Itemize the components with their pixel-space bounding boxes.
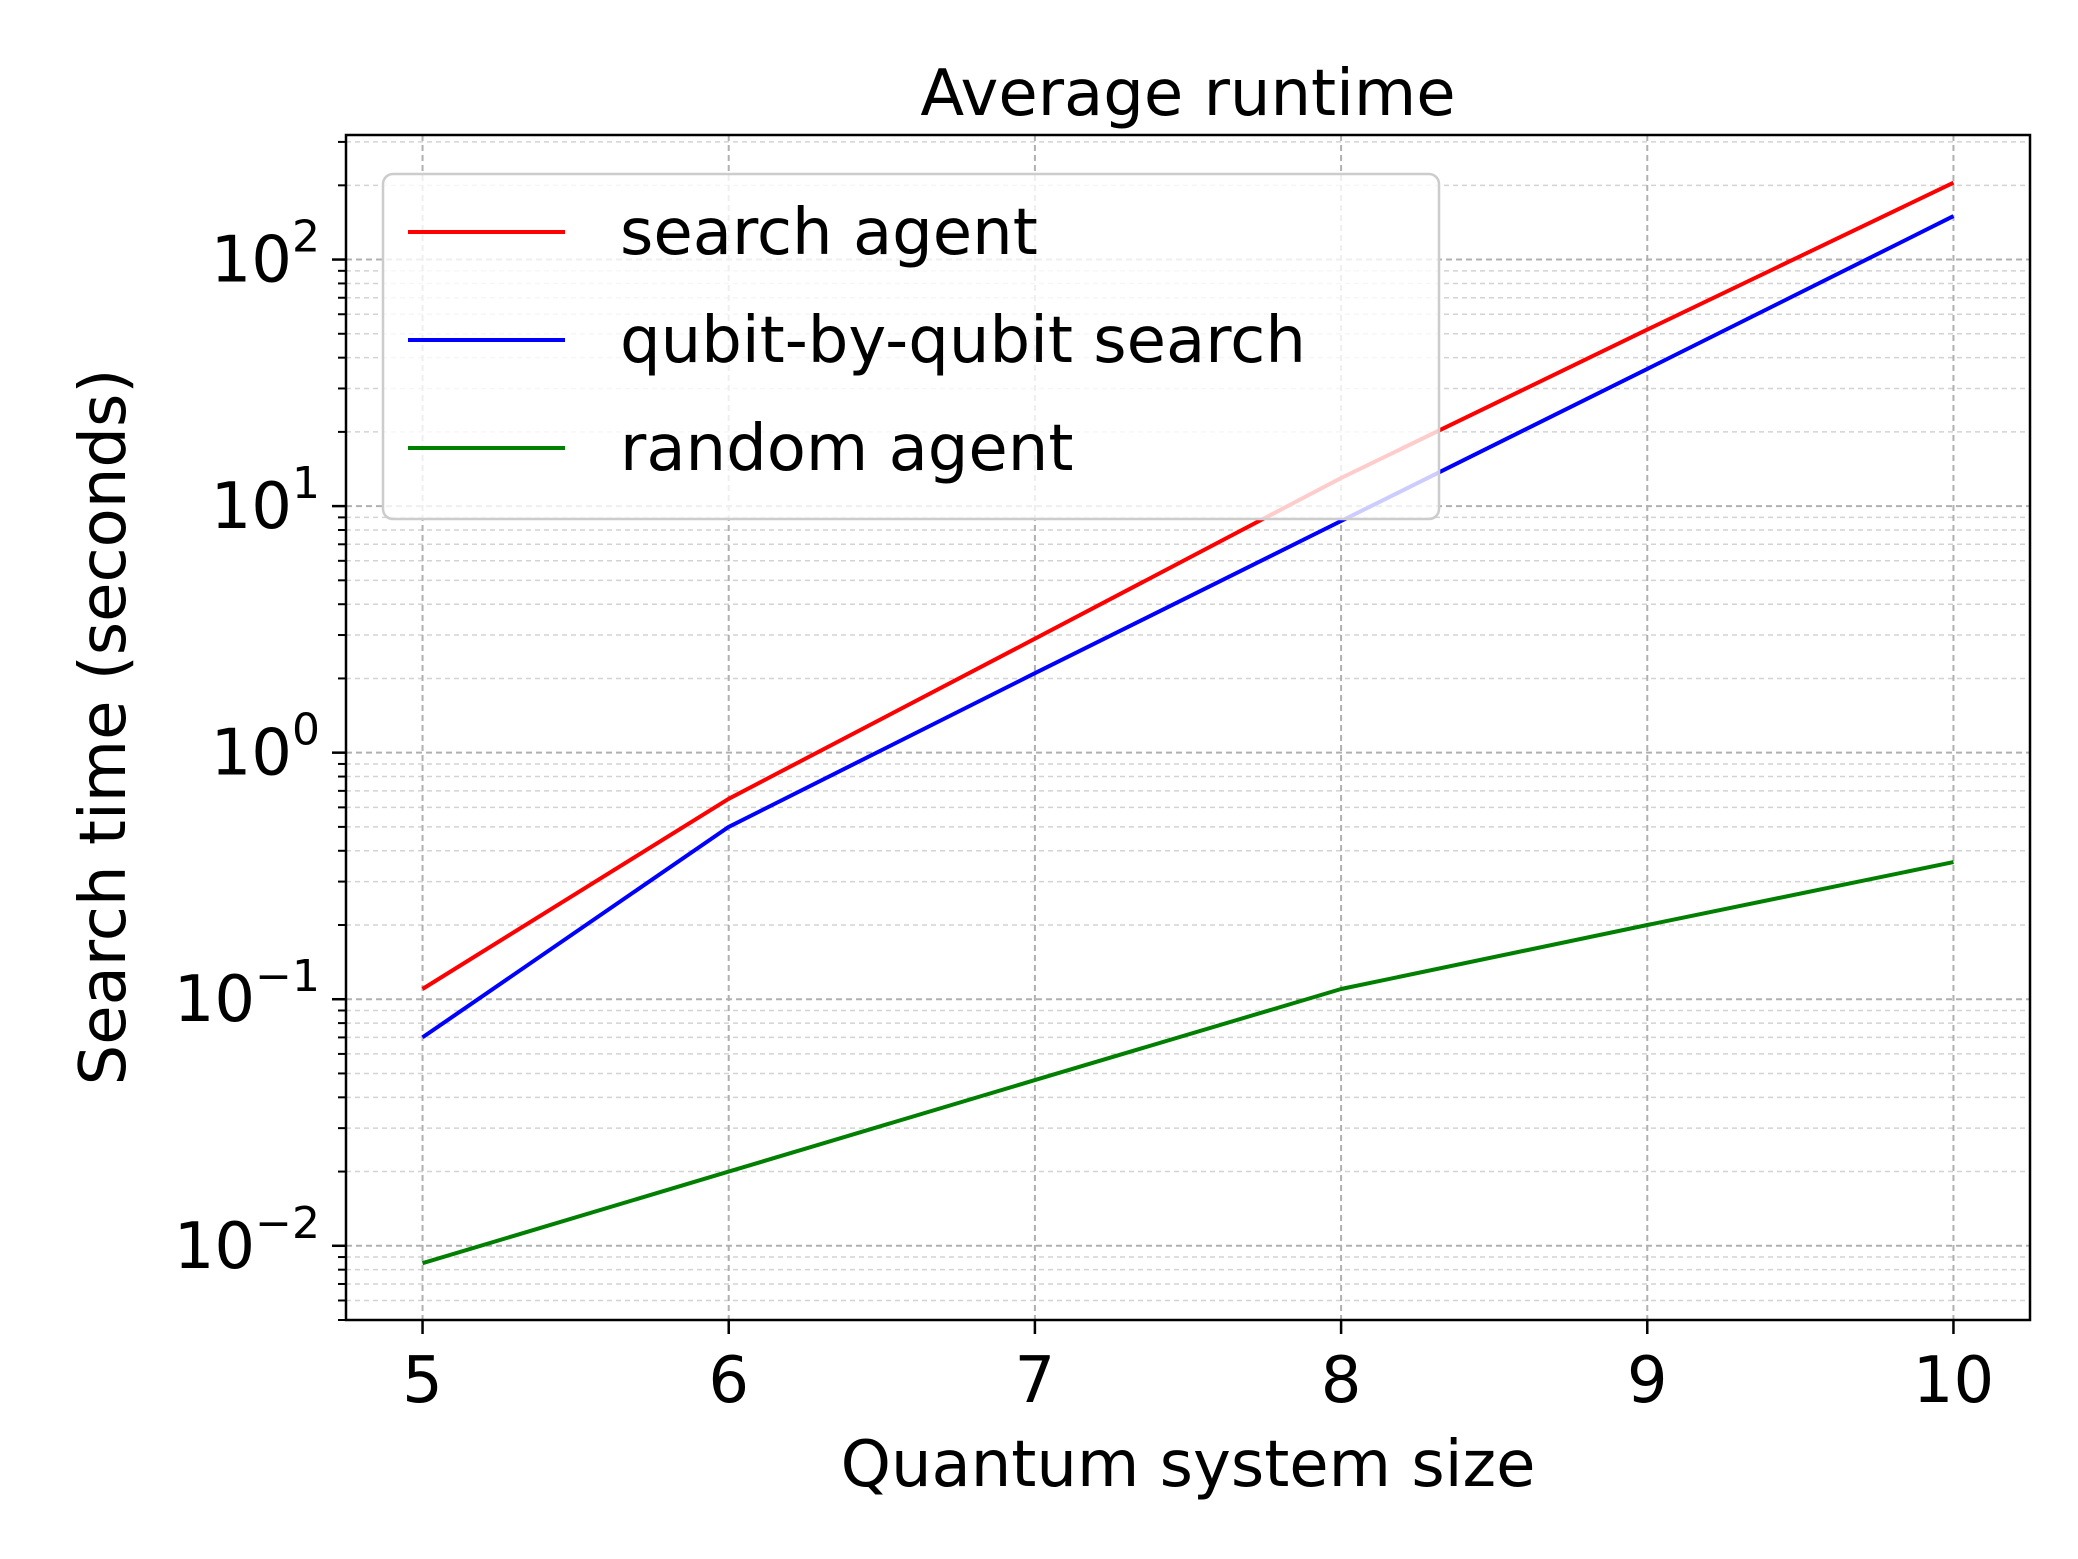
series-line — [421, 860, 1954, 1266]
legend-label: qubit-by-qubit search — [620, 304, 1306, 378]
y-axis-label: Search time (seconds) — [67, 369, 141, 1086]
series-line — [421, 214, 1955, 1040]
y-tick-label: 10−1 — [174, 951, 320, 1037]
x-tick-label: 9 — [1627, 1344, 1668, 1418]
y-tick-label: 10−2 — [174, 1198, 320, 1284]
chart-title: Average runtime — [920, 57, 1455, 131]
legend-label: random agent — [620, 412, 1073, 486]
x-tick-label: 5 — [402, 1344, 443, 1418]
legend: search agent qubit-by-qubit search random … — [381, 172, 1441, 521]
legend-box — [381, 172, 1441, 521]
x-tick-label: 8 — [1321, 1344, 1362, 1418]
x-axis: 5 6 7 8 9 10 — [402, 1320, 1994, 1418]
x-tick-label: 6 — [708, 1344, 749, 1418]
plot-frame — [344, 133, 2032, 1322]
series-line — [421, 180, 1955, 991]
y-tick-label: 101 — [211, 458, 320, 544]
y-tick-label: 102 — [211, 212, 320, 298]
legend-label: search agent — [620, 196, 1038, 270]
plot-area — [421, 180, 1955, 1266]
y-axis: 10−2 10−1 100 101 102 — [174, 140, 346, 1321]
x-tick-label: 10 — [1913, 1344, 1994, 1418]
x-axis-label: Quantum system size — [841, 1428, 1536, 1502]
x-tick-label: 7 — [1015, 1344, 1056, 1418]
y-tick-label: 100 — [211, 705, 320, 791]
